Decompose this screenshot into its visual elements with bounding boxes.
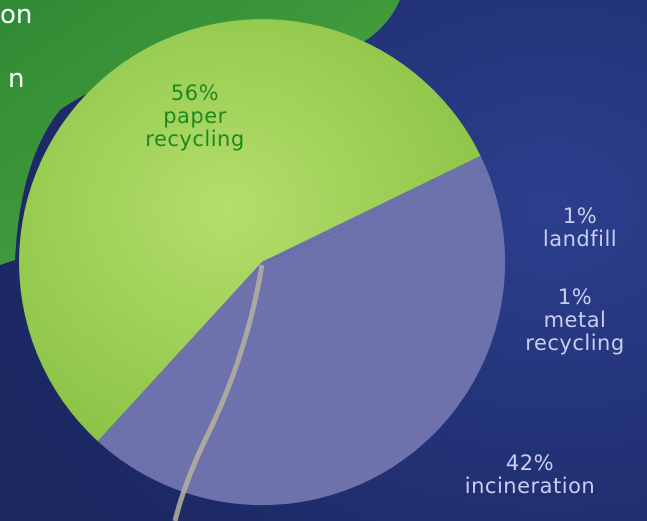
value-landfill: 1% xyxy=(562,204,598,228)
value-incineration: 42% xyxy=(505,451,555,475)
category-paper-recycling: paper recycling xyxy=(145,104,245,151)
value-metal-recycling: 1% xyxy=(557,285,593,309)
slice-paper-recycling xyxy=(19,19,481,442)
leaf-stem xyxy=(172,264,265,521)
category-incineration: incineration xyxy=(464,474,596,498)
slice-incineration xyxy=(97,184,506,506)
label-paper-recycling: 56% paper recycling xyxy=(110,82,280,151)
label-incineration: 42% incineration xyxy=(445,452,615,498)
slice-metal-recycling xyxy=(262,169,493,262)
value-paper-recycling: 56% xyxy=(170,81,220,105)
cropped-title-line-2: n xyxy=(8,64,25,94)
label-metal-recycling: 1% metal recycling xyxy=(500,286,647,355)
background-leaf xyxy=(0,0,400,265)
slice-landfill xyxy=(262,155,487,262)
cropped-title-line-1: on xyxy=(0,0,33,30)
category-metal-recycling: metal recycling xyxy=(525,308,625,355)
label-landfill: 1% landfill xyxy=(520,205,640,251)
category-landfill: landfill xyxy=(542,227,618,251)
